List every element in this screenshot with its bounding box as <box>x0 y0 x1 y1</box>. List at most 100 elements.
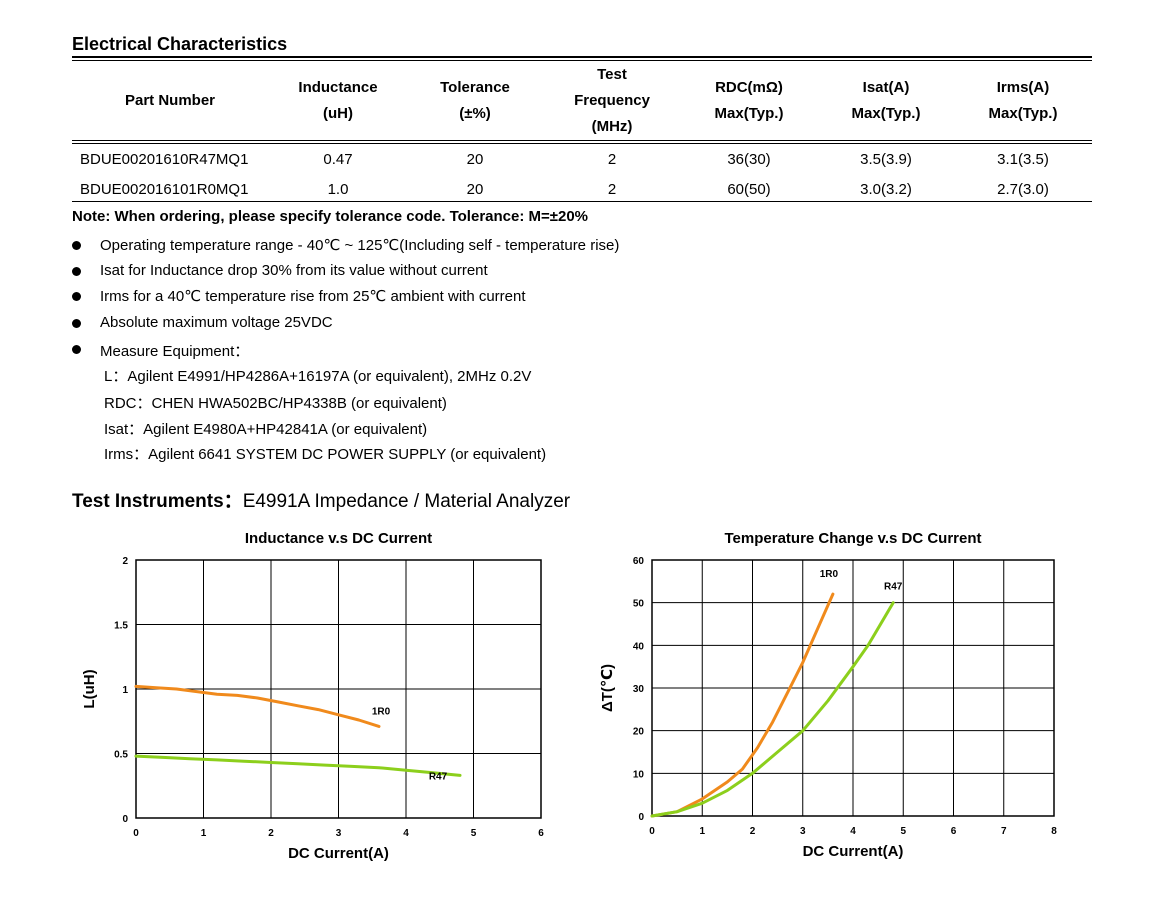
row2-isat: 3.0(3.2) <box>860 181 912 198</box>
y-tick-label: 1 <box>122 685 128 696</box>
x-tick-label: 5 <box>471 828 477 839</box>
header-inductance-line1: Inductance <box>298 79 378 96</box>
row2-irms: 2.7(3.0) <box>997 181 1049 198</box>
header-irms: Irms(A) Max(Typ.) <box>953 75 1093 127</box>
header-tolerance-line1: Tolerance <box>440 79 510 96</box>
test-instruments-value: E4991A Impedance / Material Analyzer <box>242 491 571 512</box>
header-rdc: RDC(mΩ) Max(Typ.) <box>679 75 819 127</box>
y-axis-label: ΔT(℃) <box>599 664 616 712</box>
row2-tolerance: 20 <box>466 181 484 198</box>
equipment-rdc: RDC：CHEN HWA502BC/HP4338B (or equivalent… <box>104 395 447 412</box>
header-irms-line2: Max(Typ.) <box>988 105 1058 122</box>
x-tick-label: 2 <box>268 828 274 839</box>
series-label-r47: R47 <box>429 771 448 782</box>
row1-tolerance: 20 <box>466 151 484 168</box>
equipment-isat: Isat：Agilent E4980A+HP42841A (or equival… <box>104 421 428 438</box>
y-tick-label: 50 <box>633 599 645 610</box>
chart-title: Temperature Change v.s DC Current <box>725 530 982 547</box>
table-top-rule <box>72 56 1092 58</box>
x-tick-label: 0 <box>649 826 655 837</box>
x-tick-label: 8 <box>1051 826 1057 837</box>
header-test-frequency: Test Frequency (MHz) <box>542 62 682 140</box>
bullet-icon <box>72 345 81 354</box>
row2-rdc: 60(50) <box>727 181 771 198</box>
x-tick-label: 1 <box>699 826 705 837</box>
x-tick-label: 2 <box>750 826 756 837</box>
table-top-rule-inner <box>72 60 1092 61</box>
series-label-1r0: 1R0 <box>372 706 391 717</box>
x-tick-label: 5 <box>900 826 906 837</box>
x-tick-label: 7 <box>1001 826 1007 837</box>
x-axis-label: DC Current(A) <box>288 845 389 862</box>
plot-frame <box>135 559 542 819</box>
x-tick-label: 1 <box>201 828 207 839</box>
y-tick-label: 0.5 <box>114 750 128 761</box>
bullet-text: Measure Equipment： <box>100 343 250 360</box>
series-label-r47: R47 <box>884 582 903 593</box>
equipment-l: L：Agilent E4991/HP4286A+16197A (or equiv… <box>104 368 532 385</box>
x-tick-label: 3 <box>800 826 806 837</box>
bullet-text: Absolute maximum voltage 25VDC <box>100 314 333 331</box>
y-tick-label: 0 <box>122 814 128 825</box>
chart-title: Inductance v.s DC Current <box>245 530 432 547</box>
header-rdc-line1: RDC(mΩ) <box>715 79 783 96</box>
y-axis-label: L(uH) <box>81 669 98 708</box>
header-test-frequency-line3: (MHz) <box>591 118 633 135</box>
y-tick-label: 2 <box>122 556 128 567</box>
bullet-icon <box>72 292 81 301</box>
series-line-r47 <box>650 601 895 818</box>
series-line-r47 <box>134 754 462 777</box>
test-instruments-label: Test Instruments： <box>72 491 243 512</box>
header-isat: Isat(A) Max(Typ.) <box>816 75 956 127</box>
series-line-1r0 <box>134 684 381 728</box>
header-test-frequency-line1: Test <box>597 66 627 83</box>
x-axis-label: DC Current(A) <box>803 843 904 860</box>
row1-isat: 3.5(3.9) <box>860 151 912 168</box>
x-tick-label: 6 <box>951 826 957 837</box>
x-tick-label: 6 <box>538 828 544 839</box>
y-tick-label: 40 <box>633 641 645 652</box>
y-tick-label: 60 <box>633 556 645 567</box>
row1-frequency: 2 <box>607 151 617 168</box>
inductance-chart: Inductance v.s DC Current 0 1 2 3 4 5 6 0 0.5 1 1.5… <box>81 530 544 862</box>
bullet-text: Operating temperature range - 40℃ ~ 125℃… <box>100 237 620 254</box>
header-inductance-line2: (uH) <box>323 105 353 122</box>
row1-part: BDUE00201610R47MQ1 <box>80 151 249 168</box>
header-rdc-line2: Max(Typ.) <box>714 105 784 122</box>
row2-inductance: 1.0 <box>327 181 349 198</box>
bullet-icon <box>72 267 81 276</box>
header-part-number: Part Number <box>124 92 216 109</box>
table-header-rule <box>72 140 1092 141</box>
x-tick-label: 3 <box>336 828 342 839</box>
header-isat-line1: Isat(A) <box>862 79 910 96</box>
series-label-1r0: 1R0 <box>820 569 839 580</box>
header-inductance: Inductance (uH) <box>268 75 408 127</box>
row2-part: BDUE002016101R0MQ1 <box>80 181 249 198</box>
bullet-icon <box>72 319 81 328</box>
equipment-irms: Irms：Agilent 6641 SYSTEM DC POWER SUPPLY… <box>104 446 547 463</box>
bullet-text: Isat for Inductance drop 30% from its va… <box>100 262 488 279</box>
y-tick-label: 10 <box>633 769 645 780</box>
y-tick-label: 1.5 <box>114 621 128 632</box>
ordering-note: Note: When ordering, please specify tole… <box>72 208 589 225</box>
y-tick-label: 30 <box>633 684 645 695</box>
row1-irms: 3.1(3.5) <box>997 151 1049 168</box>
plot-frame <box>651 559 1055 817</box>
header-tolerance: Tolerance (±%) <box>405 75 545 127</box>
table-header-rule-inner <box>72 143 1092 144</box>
row1-inductance: 0.47 <box>323 151 353 168</box>
table-bottom-rule <box>72 201 1092 202</box>
x-tick-label: 4 <box>403 828 409 839</box>
header-test-frequency-line2: Frequency <box>574 92 650 109</box>
y-tick-label: 20 <box>633 727 645 738</box>
bullet-icon <box>72 241 81 250</box>
row2-frequency: 2 <box>607 181 617 198</box>
header-isat-line2: Max(Typ.) <box>851 105 921 122</box>
temperature-chart: Temperature Change v.s DC Current 0 1 2 3 4 5 6… <box>599 530 1057 860</box>
x-tick-label: 0 <box>133 828 139 839</box>
section-title: Electrical Characteristics <box>72 34 288 54</box>
series-line-1r0 <box>650 592 835 818</box>
row1-rdc: 36(30) <box>727 151 771 168</box>
header-irms-line1: Irms(A) <box>996 79 1050 96</box>
test-instruments: Test Instruments：E4991A Impedance / Mate… <box>72 486 570 513</box>
